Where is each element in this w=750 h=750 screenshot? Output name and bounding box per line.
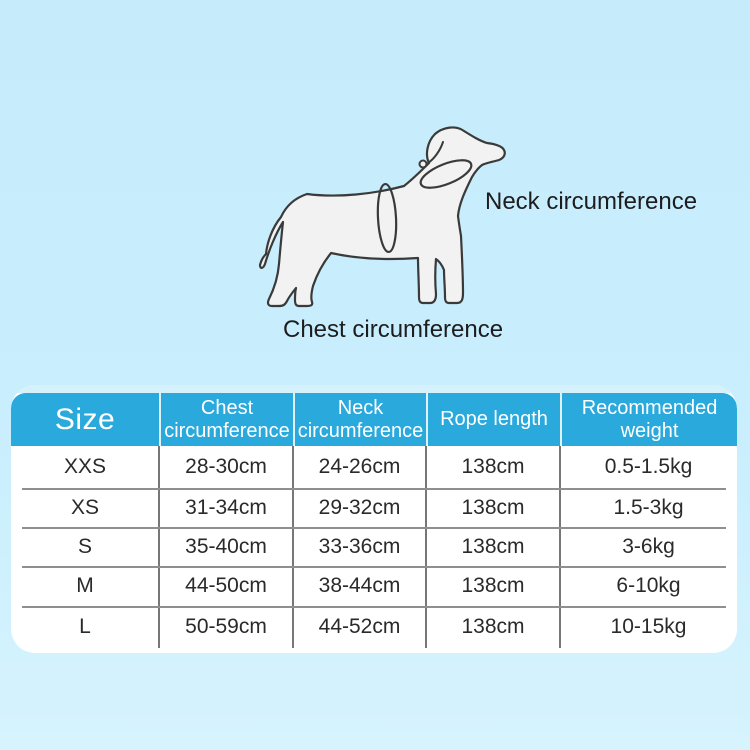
- header-neck-circumference: Neck circumference: [293, 393, 426, 446]
- card-top-lip: [11, 385, 737, 393]
- header-chest-circumference: Chest circumference: [159, 393, 293, 446]
- cell-rope: 138cm: [461, 455, 525, 478]
- size-table-card: Size Chest circumference Neck circumfere…: [11, 385, 737, 653]
- cell-chest: 50-59cm: [185, 614, 267, 638]
- cell-size: XS: [70, 495, 99, 519]
- table-row: XXS 28-30cm 24-26cm 138cm 0.5-1.5kg: [11, 446, 737, 488]
- cell-chest: 35-40cm: [185, 534, 267, 558]
- row-divider: [22, 566, 726, 568]
- cell-rope: 138cm: [461, 495, 525, 519]
- cell-size: XXS: [63, 455, 107, 478]
- cell-weight: 3-6kg: [622, 534, 675, 558]
- cell-neck: 29-32cm: [318, 495, 401, 519]
- cell-neck: 24-26cm: [318, 455, 401, 478]
- table-row: M 44-50cm 38-44cm 138cm 6-10kg: [11, 566, 737, 606]
- column-divider: [559, 446, 561, 648]
- dog-ear-line: [427, 141, 444, 164]
- cell-weight: 0.5-1.5kg: [604, 455, 693, 478]
- cell-neck: 33-36cm: [318, 534, 401, 558]
- table-row: L 50-59cm 44-52cm 138cm 10-15kg: [11, 606, 737, 653]
- dog-illustration: [258, 126, 506, 308]
- cell-chest: 28-30cm: [185, 455, 267, 478]
- header-size: Size: [54, 402, 116, 436]
- cell-chest: 31-34cm: [185, 495, 267, 519]
- column-divider: [425, 446, 427, 648]
- cell-neck: 44-52cm: [318, 614, 401, 638]
- row-divider: [22, 606, 726, 608]
- chest-band-line: [376, 182, 398, 254]
- cell-size: M: [76, 574, 94, 597]
- row-divider: [22, 488, 726, 490]
- row-divider: [22, 527, 726, 529]
- cell-rope: 138cm: [461, 534, 525, 558]
- table-body: XXS 28-30cm 24-26cm 138cm 0.5-1.5kg XS 3…: [11, 446, 737, 653]
- cell-neck: 38-44cm: [318, 574, 401, 597]
- column-divider: [158, 446, 160, 648]
- chest-circumference-label: Chest circumference: [283, 316, 504, 343]
- table-row: XS 31-34cm 29-32cm 138cm 1.5-3kg: [11, 488, 737, 527]
- cell-size: L: [79, 614, 91, 638]
- header-rope-length: Rope length: [426, 393, 560, 446]
- neck-circumference-label: Neck circumference: [485, 188, 698, 215]
- cell-weight: 1.5-3kg: [613, 495, 684, 519]
- column-divider: [292, 446, 294, 648]
- cell-chest: 44-50cm: [185, 574, 267, 597]
- cell-weight: 10-15kg: [610, 614, 687, 638]
- dog-body-outline: [258, 126, 506, 308]
- neck-collar-line: [419, 159, 473, 189]
- cell-size: S: [77, 534, 92, 558]
- cell-weight: 6-10kg: [616, 574, 681, 597]
- table-header-row: Size Chest circumference Neck circumfere…: [11, 393, 737, 446]
- cell-rope: 138cm: [461, 614, 525, 638]
- leash-ring: [418, 159, 428, 169]
- table-row: S 35-40cm 33-36cm 138cm 3-6kg: [11, 527, 737, 566]
- header-recommended-weight: Recommended weight: [560, 393, 737, 446]
- cell-rope: 138cm: [461, 574, 525, 597]
